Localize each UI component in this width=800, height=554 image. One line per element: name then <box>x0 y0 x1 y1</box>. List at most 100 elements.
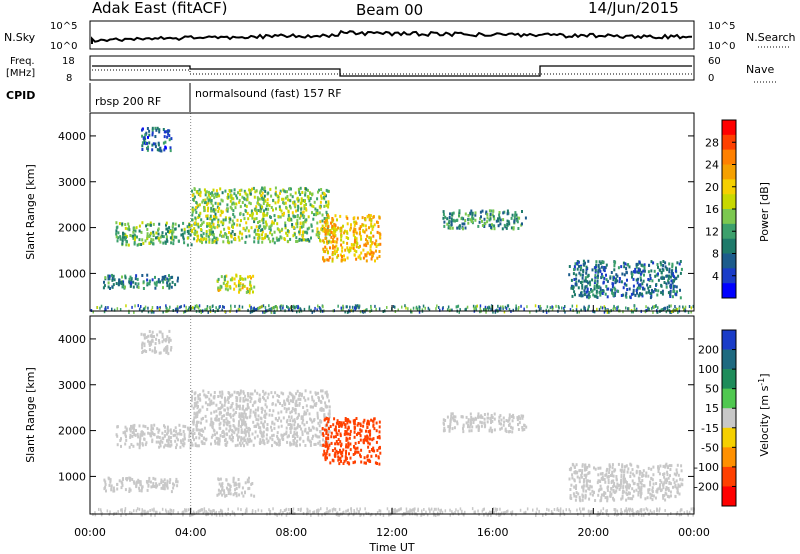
echo-cell <box>237 422 240 426</box>
echo-cell <box>167 437 170 441</box>
echo-cell <box>338 425 341 428</box>
echo-cell <box>328 405 331 409</box>
echo-cell <box>308 412 311 416</box>
echo-cell <box>134 236 136 240</box>
echo-cell <box>213 209 216 213</box>
echo-cell <box>246 402 249 406</box>
echo-cell <box>262 237 265 241</box>
echo-cell <box>191 395 193 398</box>
echo-cell <box>246 287 249 291</box>
echo-cell <box>210 209 213 213</box>
echo-cell <box>369 245 372 249</box>
echo-cell <box>580 291 582 295</box>
echo-cell <box>261 228 264 232</box>
echo-cell <box>138 446 141 450</box>
echo-cell <box>141 148 144 151</box>
echo-cell <box>449 419 452 423</box>
echo-cell <box>210 206 213 210</box>
echo-cell <box>182 237 185 241</box>
ground-scatter-cell <box>237 307 240 311</box>
echo-cell <box>274 190 277 194</box>
echo-cell <box>250 439 253 443</box>
echo-cell <box>500 422 502 426</box>
echo-cell <box>235 194 238 198</box>
echo-cell <box>195 436 198 440</box>
cpid-panel: CPID rbsp 200 RF normalsound (fast) 157 … <box>6 83 342 112</box>
ground-scatter-cell <box>436 513 439 517</box>
echo-cell <box>237 435 240 439</box>
ground-scatter-cell <box>629 513 631 517</box>
ground-scatter-cell <box>138 507 141 511</box>
echo-cell <box>116 225 119 229</box>
echo-cell <box>170 276 173 279</box>
echo-cell <box>479 415 482 419</box>
echo-cell <box>627 467 630 471</box>
echo-cell <box>109 287 111 290</box>
echo-cell <box>453 426 456 430</box>
echo-cell <box>448 216 451 219</box>
echo-cell <box>311 395 314 399</box>
echo-cell <box>604 292 607 296</box>
echo-cell <box>620 265 623 269</box>
echo-cell <box>286 229 289 233</box>
echo-cell <box>294 420 297 424</box>
echo-cell <box>238 392 241 396</box>
echo-cell <box>209 225 212 229</box>
echo-cell <box>240 219 242 223</box>
echo-cell <box>291 195 294 199</box>
echo-cell <box>152 427 155 431</box>
echo-cell <box>331 220 334 224</box>
echo-cell <box>133 433 136 436</box>
echo-cell <box>146 488 149 492</box>
echo-cell <box>657 465 660 469</box>
echo-cell <box>167 435 170 439</box>
echo-cell <box>302 406 305 409</box>
echo-cell <box>674 494 677 498</box>
echo-cell <box>619 484 622 488</box>
freq-label-2: [MHz] <box>6 68 35 79</box>
echo-cell <box>224 443 227 447</box>
echo-cell <box>325 452 328 456</box>
ground-scatter-cell <box>630 310 633 314</box>
echo-cell <box>290 410 293 414</box>
ground-scatter-cell <box>447 308 449 312</box>
echo-cell <box>359 453 361 457</box>
echo-cell <box>177 224 180 228</box>
ground-scatter-cell <box>475 305 477 309</box>
echo-cell <box>333 235 336 239</box>
echo-cell <box>353 233 355 237</box>
ground-scatter-cell <box>535 511 537 515</box>
echo-cell <box>655 283 658 286</box>
echo-cell <box>340 226 343 230</box>
echo-cell <box>475 417 478 421</box>
echo-cell <box>334 214 337 218</box>
echo-cell <box>237 428 240 431</box>
ground-scatter-cell <box>143 307 146 311</box>
echo-cell <box>638 472 641 476</box>
echo-cell <box>296 222 299 225</box>
echo-cell <box>159 444 162 448</box>
ground-scatter-cell <box>209 305 211 309</box>
echo-cell <box>247 394 250 398</box>
echo-cell <box>148 223 151 227</box>
echo-cell <box>328 443 331 447</box>
echo-cell <box>226 209 229 213</box>
echo-cell <box>366 436 369 440</box>
echo-cell <box>498 211 501 214</box>
echo-cell <box>238 279 240 283</box>
ground-scatter-cell <box>221 308 223 312</box>
echo-cell <box>293 395 296 399</box>
echo-cell <box>336 255 339 259</box>
echo-cell <box>265 207 268 211</box>
echo-cell <box>325 188 328 192</box>
echo-cell <box>231 439 234 443</box>
echo-cell <box>134 234 137 238</box>
ground-scatter-cell <box>280 509 282 513</box>
echo-cell <box>296 196 299 200</box>
echo-cell <box>240 277 243 281</box>
echo-cell <box>244 277 247 281</box>
ground-scatter-cell <box>401 305 403 309</box>
echo-cell <box>652 261 655 265</box>
echo-cell <box>599 293 602 297</box>
echo-cell <box>588 463 591 467</box>
